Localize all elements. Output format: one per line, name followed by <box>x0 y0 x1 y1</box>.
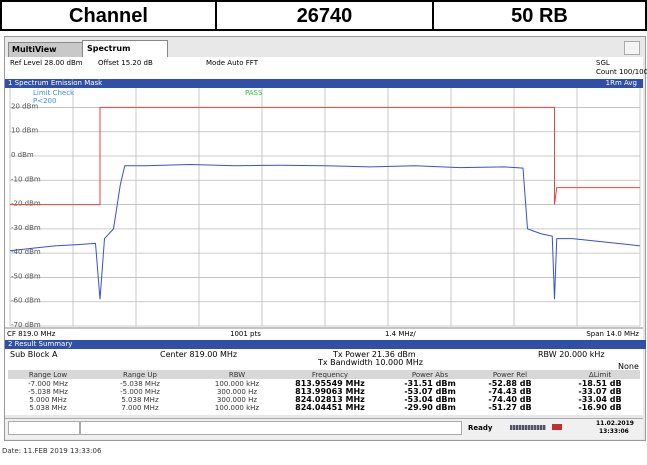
y-tick-label: 10 dBm <box>11 127 38 135</box>
y-tick-label: -50 dBm <box>11 272 41 280</box>
series-line <box>9 163 641 300</box>
table-cell: -33.04 dB <box>578 395 622 404</box>
plot-title: 1 Spectrum Emission Mask <box>8 79 103 87</box>
table-cell: -33.07 dB <box>578 387 622 396</box>
table-cell: Range Low <box>28 371 68 379</box>
table-cell: Power Abs <box>411 371 449 379</box>
plot-footer: 1001 pts <box>230 330 261 338</box>
status-field <box>80 421 462 435</box>
plot: 20 dBm 10 dBm 0 dBm -10 dBm -20 dBm -30 dBm -4… <box>5 88 643 340</box>
none: None <box>618 362 639 371</box>
table-cell: -74.40 dB <box>488 395 532 404</box>
table-cell: Power Rel <box>492 371 528 379</box>
tx-bandwidth: Tx Bandwidth 10.000 MHz <box>318 358 423 367</box>
table-cell: 300.000 Hz <box>216 388 258 396</box>
center: Center 819.00 MHz <box>160 350 238 359</box>
summary-panel <box>5 349 643 415</box>
table-cell: -53.07 dBm <box>404 387 456 396</box>
table-cell: -5.000 MHz <box>120 388 160 396</box>
table-cell: 824.04451 MHz <box>295 403 365 412</box>
table-cell: 100.000 kHz <box>214 380 260 388</box>
plot-bg <box>5 88 643 340</box>
tx-power: Tx Power 21.36 dBm <box>333 350 416 359</box>
sub-block: Sub Block A <box>10 350 58 359</box>
date-line: Date: 11.FEB 2019 13:33:06 <box>2 447 102 455</box>
table-cell: 300.000 Hz <box>216 396 258 404</box>
header-cell: 50 RB <box>432 0 647 31</box>
header-cell: 26740 <box>215 0 434 31</box>
status-field <box>8 421 80 435</box>
status-date: 11.02.2019 <box>596 420 634 427</box>
y-tick-label: 0 dBm <box>11 151 34 159</box>
table-cell: -16.90 dB <box>578 403 622 412</box>
header-cell: Channel <box>0 0 217 31</box>
table-cell: -51.27 dB <box>488 403 532 412</box>
table-cell: -53.04 dBm <box>404 395 456 404</box>
ready: Ready <box>468 424 493 432</box>
column-header-bar <box>8 370 640 379</box>
y-tick-label: 20 dBm <box>11 102 38 110</box>
tab[interactable]: MultiView <box>8 42 83 58</box>
series-line <box>10 106 640 206</box>
table-cell: RBW <box>228 371 246 379</box>
trace-label: 1Rm Avg <box>605 79 637 87</box>
table-cell: -29.90 dBm <box>404 403 456 412</box>
info-bar <box>5 57 643 79</box>
y-tick-label: -60 dBm <box>11 297 41 305</box>
y-tick-label: -30 dBm <box>11 224 41 232</box>
menu-button[interactable] <box>624 41 640 55</box>
y-tick-label: -10 dBm <box>11 175 41 183</box>
plot-footer: 1.4 MHz/ <box>385 330 416 338</box>
table-cell: 5.038 MHz <box>121 396 159 404</box>
pass: PASS <box>245 89 263 97</box>
y-tick-label: -70 dBm <box>11 321 41 329</box>
mode: Mode Auto FFT <box>206 59 258 67</box>
plot-footer: Span 14.0 MHz <box>586 330 639 338</box>
table-cell: 813.99063 MHz <box>295 387 365 396</box>
indicator <box>552 424 562 430</box>
table-cell: -18.51 dB <box>578 379 622 388</box>
table-cell: 7.000 MHz <box>121 404 159 412</box>
table-cell: -74.43 dB <box>488 387 532 396</box>
progress <box>510 425 546 430</box>
plot-title-bar: 1 Spectrum Emission Mask 1Rm Avg <box>5 79 643 88</box>
rbw: RBW 20.000 kHz <box>538 350 605 359</box>
y-tick-label: -20 dBm <box>11 200 41 208</box>
table-cell: -31.51 dBm <box>404 379 456 388</box>
footer-bg <box>5 328 643 340</box>
table-cell: 5.038 MHz <box>29 404 67 412</box>
table-cell: -7.000 MHz <box>28 380 68 388</box>
table-cell: 813.95549 MHz <box>295 379 365 388</box>
status-time: 13:33:06 <box>599 428 629 435</box>
y-tick-label: -40 dBm <box>11 248 41 256</box>
table-cell: -52.88 dB <box>488 379 532 388</box>
table-cell: Range Up <box>123 371 157 379</box>
summary-title: 2 Result Summary <box>5 340 646 349</box>
table-cell: -5.038 MHz <box>120 380 160 388</box>
offset: Offset 15.20 dB <box>98 59 153 67</box>
limit-check: Limit Check <box>33 89 75 97</box>
sgl: SGL <box>596 59 610 67</box>
limit-state: P<200 <box>33 97 56 105</box>
table-cell: Frequency <box>311 371 349 379</box>
table-cell: 824.02813 MHz <box>295 395 365 404</box>
plot-footer: CF 819.0 MHz <box>7 330 56 338</box>
table-cell: 5.000 MHz <box>29 396 67 404</box>
table-cell: -5.038 MHz <box>28 388 68 396</box>
tab[interactable]: Spectrum <box>82 40 168 58</box>
table-cell: ΔLimit <box>588 371 612 379</box>
count: Count 100/100 <box>596 68 647 76</box>
ref-level: Ref Level 28.00 dBm <box>10 59 83 67</box>
table-cell: 100.000 kHz <box>214 404 260 412</box>
